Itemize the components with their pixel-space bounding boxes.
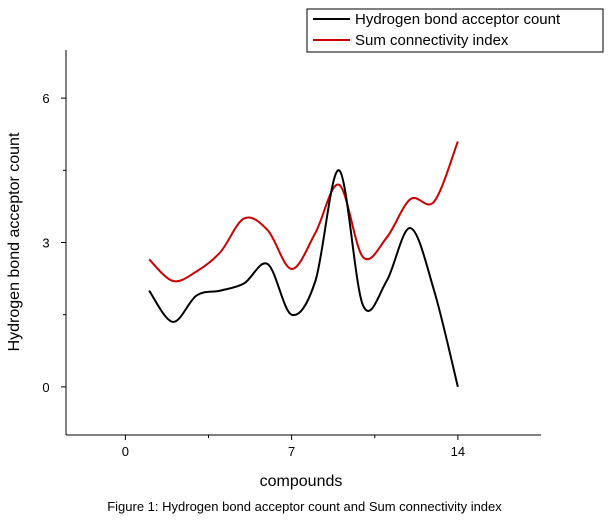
- x-tick-label: 0: [122, 444, 129, 459]
- series-line-sum-connectivity-index: [148, 141, 459, 283]
- series-line-hydrogen-bond-acceptor-count: [148, 169, 459, 388]
- y-axis-label: Hydrogen bond acceptor count: [6, 132, 23, 351]
- legend-box: [306, 8, 604, 53]
- legend-label-hydrogen-bond-acceptor-count: Hydrogen bond acceptor count: [355, 11, 561, 28]
- y-ticks: 0 3 6: [42, 91, 66, 395]
- figure-caption: Figure 1: Hydrogen bond acceptor count a…: [107, 499, 502, 514]
- legend-label-sum-connectivity-index: Sum connectivity index: [355, 32, 509, 49]
- y-tick-label: 6: [42, 91, 49, 106]
- x-tick-label: 7: [288, 444, 295, 459]
- x-tick-label: 14: [451, 444, 465, 459]
- y-tick-label: 3: [42, 236, 49, 251]
- x-axis-label: compounds: [260, 473, 343, 490]
- plot-area: [65, 50, 541, 436]
- series-lines: [148, 141, 459, 388]
- x-ticks: 0 7 14: [122, 435, 465, 459]
- y-tick-label: 0: [42, 380, 49, 395]
- legend: Hydrogen bond acceptor count Sum connecti…: [306, 8, 604, 53]
